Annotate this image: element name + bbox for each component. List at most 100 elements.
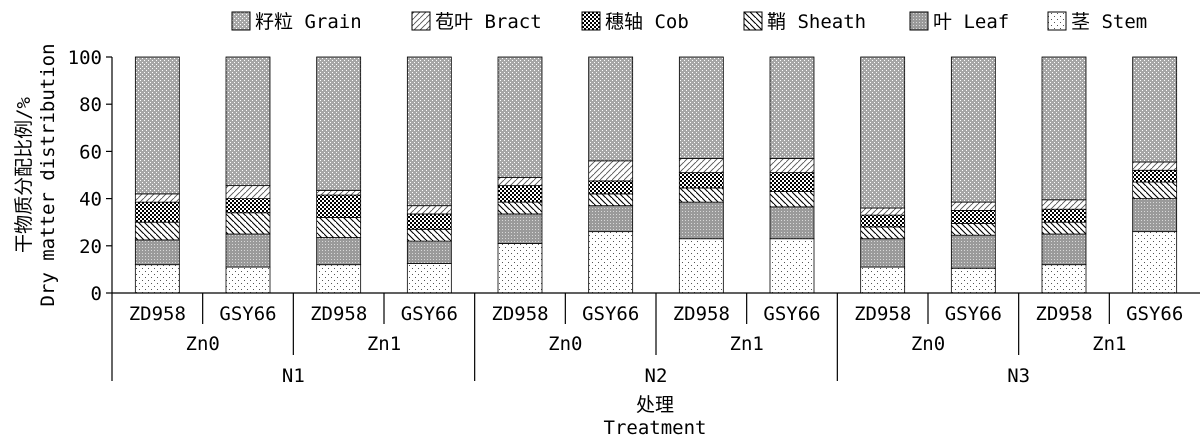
bar-segment-sheath-12 xyxy=(1132,181,1178,200)
y-axis: 0 20 40 60 80 100 xyxy=(68,47,113,305)
bar-segment-stem-5 xyxy=(497,243,543,294)
zn-group-label-6: Zn1 xyxy=(1092,333,1126,355)
bar-segment-sheath-3 xyxy=(316,217,362,238)
bar-segment-grain-12 xyxy=(1132,56,1178,163)
legend-swatch-sheath xyxy=(743,11,763,31)
bar-segment-leaf-8 xyxy=(769,206,815,240)
bar-segment-bract-6 xyxy=(588,160,634,182)
bar-segment-sheath-9 xyxy=(860,226,906,240)
x-tick-label-2: GSY66 xyxy=(219,303,276,325)
y-tick-label-20: 20 xyxy=(79,236,102,258)
legend-item-grain: 籽粒 Grain xyxy=(231,11,362,33)
zn-group-label-3: Zn0 xyxy=(548,333,582,355)
bar-segment-sheath-4 xyxy=(406,228,452,242)
x-axis-title-line-2: Treatment xyxy=(604,417,707,439)
bar-segment-leaf-12 xyxy=(1132,198,1178,233)
bar-segment-stem-10 xyxy=(950,267,996,294)
bar-segment-cob-10 xyxy=(950,209,996,224)
legend-item-cob: 穗轴 Cob xyxy=(581,11,689,33)
x-tick-label-1: ZD958 xyxy=(129,303,186,325)
bar-segment-stem-11 xyxy=(1041,264,1087,294)
bar-segment-leaf-5 xyxy=(497,213,543,244)
zn-group-label-5: Zn0 xyxy=(911,333,945,355)
bar-segment-leaf-11 xyxy=(1041,233,1087,266)
x-tick-label-7: ZD958 xyxy=(673,303,730,325)
bar-segment-bract-7 xyxy=(678,158,724,174)
bar-segment-grain-3 xyxy=(316,56,362,191)
y-tick-label-100: 100 xyxy=(68,47,102,69)
bar-stack-1 xyxy=(134,56,180,294)
bar-segment-bract-12 xyxy=(1132,161,1178,171)
y-axis-title-line-1: 干物质分配比例/% xyxy=(13,97,35,253)
legend-label-cob: 穗轴 Cob xyxy=(605,11,689,33)
bar-segment-stem-9 xyxy=(860,266,906,294)
legend-swatch-grain xyxy=(231,11,251,31)
zn-group-label-4: Zn1 xyxy=(730,333,764,355)
bar-segment-bract-9 xyxy=(860,207,906,216)
bar-segment-cob-4 xyxy=(406,213,452,230)
x-tick-label-10: GSY66 xyxy=(945,303,1002,325)
legend-label-bract: 苞叶 Bract xyxy=(435,11,542,33)
y-tick-label-80: 80 xyxy=(79,94,102,116)
bar-stack-5 xyxy=(497,56,543,294)
bars xyxy=(134,56,1178,294)
bar-segment-leaf-2 xyxy=(225,233,271,268)
bar-segment-cob-8 xyxy=(769,172,815,192)
n-group-label-1: N1 xyxy=(282,365,305,387)
bar-segment-stem-2 xyxy=(225,266,271,294)
bar-segment-cob-9 xyxy=(860,214,906,228)
bar-stack-4 xyxy=(406,56,452,294)
bar-segment-bract-2 xyxy=(225,185,271,199)
legend-label-sheath: 鞘 Sheath xyxy=(767,11,866,33)
bar-segment-bract-1 xyxy=(134,193,180,203)
bar-segment-cob-1 xyxy=(134,201,180,223)
legend-item-bract: 苞叶 Bract xyxy=(411,11,542,33)
x-tick-label-9: ZD958 xyxy=(854,303,911,325)
bar-segment-leaf-4 xyxy=(406,240,452,264)
x-axis: ZD958 GSY66 ZD958 GSY66 ZD958 GSY66 ZD958 GSY66… xyxy=(111,292,1200,387)
bar-segment-cob-12 xyxy=(1132,169,1178,183)
y-axis-title-line-2: Dry matter distribution xyxy=(37,43,59,306)
legend-swatch-bract xyxy=(411,11,431,31)
bar-segment-sheath-1 xyxy=(134,221,180,241)
legend-item-sheath: 鞘 Sheath xyxy=(743,11,866,33)
y-tick-label-60: 60 xyxy=(79,141,102,163)
bar-segment-stem-1 xyxy=(134,264,180,294)
x-tick-label-5: ZD958 xyxy=(491,303,548,325)
x-axis-title-line-1: 处理 xyxy=(636,394,674,416)
bar-segment-bract-5 xyxy=(497,176,543,187)
bar-stack-8 xyxy=(769,56,815,294)
bar-segment-stem-12 xyxy=(1132,231,1178,294)
x-tick-label-12: GSY66 xyxy=(1126,303,1183,325)
legend-label-stem: 茎 Stem xyxy=(1071,11,1147,33)
bar-segment-grain-1 xyxy=(134,56,180,195)
bar-segment-sheath-10 xyxy=(950,222,996,236)
bar-segment-grain-7 xyxy=(678,56,724,159)
bar-stack-12 xyxy=(1132,56,1178,294)
bar-stack-10 xyxy=(950,56,996,294)
bar-segment-bract-3 xyxy=(316,189,362,196)
bar-segment-stem-8 xyxy=(769,238,815,294)
bar-stack-9 xyxy=(860,56,906,294)
bar-segment-cob-5 xyxy=(497,185,543,203)
bar-segment-leaf-10 xyxy=(950,234,996,269)
bar-stack-3 xyxy=(316,56,362,294)
bar-segment-grain-8 xyxy=(769,56,815,159)
bar-stack-7 xyxy=(678,56,724,294)
bar-segment-cob-3 xyxy=(316,194,362,218)
bar-segment-grain-4 xyxy=(406,56,452,207)
bar-segment-stem-7 xyxy=(678,238,724,294)
legend-item-leaf: 叶 Leaf xyxy=(909,11,1009,33)
bar-segment-grain-5 xyxy=(497,56,543,178)
x-tick-label-11: ZD958 xyxy=(1035,303,1092,325)
bar-segment-sheath-11 xyxy=(1041,221,1087,235)
bar-segment-sheath-7 xyxy=(678,187,724,203)
n-group-label-2: N2 xyxy=(645,365,668,387)
bar-segment-bract-11 xyxy=(1041,199,1087,210)
legend-swatch-cob xyxy=(581,11,601,31)
bar-segment-cob-6 xyxy=(588,180,634,195)
legend: 籽粒 Grain 苞叶 Bract 穗轴 Cob 鞘 Sheath 叶 Leaf 茎 St… xyxy=(231,11,1147,33)
bar-segment-stem-3 xyxy=(316,264,362,294)
y-axis-title: 干物质分配比例/% Dry matter distribution xyxy=(13,43,59,306)
